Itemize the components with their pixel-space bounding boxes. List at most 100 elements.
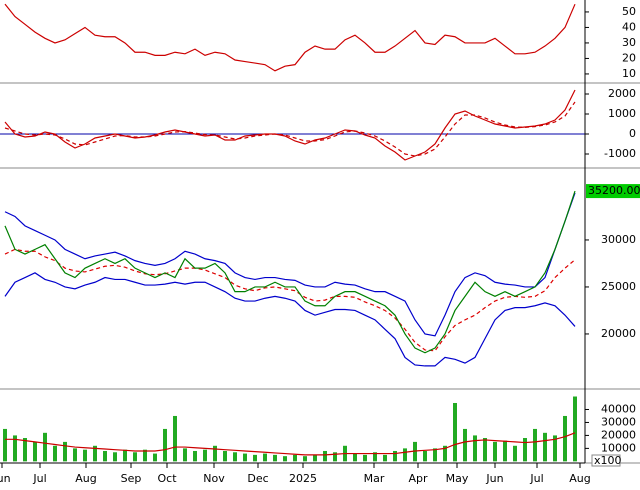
volume-bar xyxy=(293,454,297,462)
y-tick-label: 40 xyxy=(622,20,636,33)
x-tick-label: Sep xyxy=(121,472,142,485)
volume-bar xyxy=(483,438,487,462)
volume-bar xyxy=(63,441,67,462)
x-tick-label: Mar xyxy=(364,472,385,485)
volume-bar xyxy=(573,396,577,462)
x-tick-label: Jun xyxy=(0,472,11,485)
volume-bar xyxy=(143,449,147,462)
volume-bar xyxy=(123,449,127,462)
volume-bar xyxy=(163,428,167,462)
volume-bar xyxy=(323,450,327,462)
x-tick-label: Jul xyxy=(529,472,543,485)
series-line xyxy=(4,3,576,72)
volume-bar xyxy=(193,450,197,462)
y-tick-label: 10 xyxy=(622,67,636,80)
volume-bar xyxy=(513,445,517,462)
series-line xyxy=(4,101,576,157)
volume-bar xyxy=(183,448,187,462)
series-line xyxy=(5,432,576,456)
volume-bar xyxy=(43,432,47,462)
last-price-box xyxy=(586,184,640,199)
volume-bar xyxy=(563,415,567,462)
x-tick-label: Dec xyxy=(247,472,268,485)
x-tick-label: Apr xyxy=(408,472,428,485)
volume-bar xyxy=(363,454,367,462)
volume-bar xyxy=(453,402,457,462)
volume-bar xyxy=(313,454,317,462)
volume-bar xyxy=(433,448,437,462)
volume-bar xyxy=(103,450,107,462)
x-tick-label: Aug xyxy=(75,472,96,485)
volume-bar xyxy=(93,445,97,462)
volume-bar xyxy=(403,448,407,462)
volume-bar xyxy=(173,415,177,462)
volume-bar xyxy=(33,441,37,462)
y-tick-label: 2000 xyxy=(608,87,636,100)
unit-box xyxy=(591,454,621,467)
volume-bar xyxy=(23,438,27,462)
volume-bar xyxy=(223,450,227,462)
series-line xyxy=(4,248,576,352)
y-tick-label: 40000 xyxy=(601,402,636,415)
volume-bar xyxy=(253,454,257,462)
volume-bar xyxy=(73,448,77,462)
volume-bar xyxy=(353,453,357,462)
y-tick-label: 20000 xyxy=(601,428,636,441)
volume-bar xyxy=(203,449,207,462)
volume-bar xyxy=(273,454,277,462)
volume-bar xyxy=(153,453,157,462)
volume-bar xyxy=(423,450,427,462)
volume-bar xyxy=(333,452,337,462)
x-tick-label: Nov xyxy=(203,472,225,485)
volume-bar xyxy=(213,445,217,462)
y-tick-label: -1000 xyxy=(604,147,636,160)
volume-bar xyxy=(493,441,497,462)
unit-label: x100 xyxy=(594,454,622,467)
y-tick-label: 30 xyxy=(622,36,636,49)
volume-bar xyxy=(463,428,467,462)
y-tick-label: 50 xyxy=(622,5,636,18)
volume-bar xyxy=(243,453,247,462)
series-line xyxy=(4,192,576,337)
y-tick-label: 30000 xyxy=(601,233,636,246)
y-tick-label: 30000 xyxy=(601,415,636,428)
volume-bar xyxy=(13,435,17,462)
volume-bar xyxy=(383,454,387,462)
volume-bar xyxy=(543,432,547,462)
x-tick-label: Jun xyxy=(485,472,503,485)
series-line xyxy=(4,89,576,161)
y-tick-label: 1000 xyxy=(608,107,636,120)
volume-bar xyxy=(133,452,137,462)
volume-bar xyxy=(373,452,377,462)
volume-bar xyxy=(53,445,57,462)
volume-bar xyxy=(283,456,287,462)
x-tick-label: Jul xyxy=(32,472,46,485)
y-tick-label: 25000 xyxy=(601,280,636,293)
volume-bar xyxy=(83,449,87,462)
y-tick-label: 20000 xyxy=(601,327,636,340)
volume-bar xyxy=(473,435,477,462)
volume-bar xyxy=(413,441,417,462)
volume-bar xyxy=(393,450,397,462)
volume-bar xyxy=(503,440,507,462)
volume-bar xyxy=(113,452,117,462)
last-price-label: 35200.00 xyxy=(588,184,640,197)
series-line xyxy=(4,272,576,367)
series-line xyxy=(4,190,576,354)
volume-bar xyxy=(553,435,557,462)
y-tick-label: 0 xyxy=(629,127,636,140)
volume-bar xyxy=(443,445,447,462)
x-tick-label: May xyxy=(446,472,469,485)
y-tick-label: 20 xyxy=(622,51,636,64)
volume-bar xyxy=(303,456,307,462)
volume-bar xyxy=(233,452,237,462)
volume-bar xyxy=(263,453,267,462)
y-tick-label: 10000 xyxy=(601,441,636,454)
x-tick-label: Oct xyxy=(157,472,177,485)
x-tick-label: 2025 xyxy=(289,472,317,485)
x-tick-label: Aug xyxy=(569,472,590,485)
volume-bar xyxy=(523,438,527,462)
volume-bar xyxy=(533,428,537,462)
